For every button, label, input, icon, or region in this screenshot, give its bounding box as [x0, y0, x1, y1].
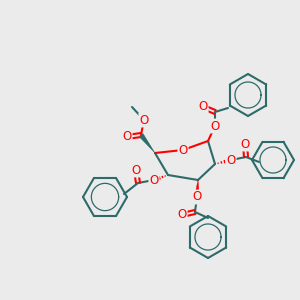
Text: O: O	[178, 143, 188, 157]
Text: O: O	[192, 190, 202, 203]
Text: O: O	[122, 130, 132, 143]
Text: O: O	[131, 164, 141, 176]
Text: O: O	[198, 100, 208, 113]
Text: O: O	[140, 113, 148, 127]
Text: O: O	[210, 119, 220, 133]
Text: O: O	[177, 208, 187, 221]
Text: O: O	[149, 173, 159, 187]
Text: O: O	[226, 154, 236, 166]
Polygon shape	[194, 180, 200, 197]
Polygon shape	[139, 134, 155, 153]
Text: O: O	[240, 137, 250, 151]
